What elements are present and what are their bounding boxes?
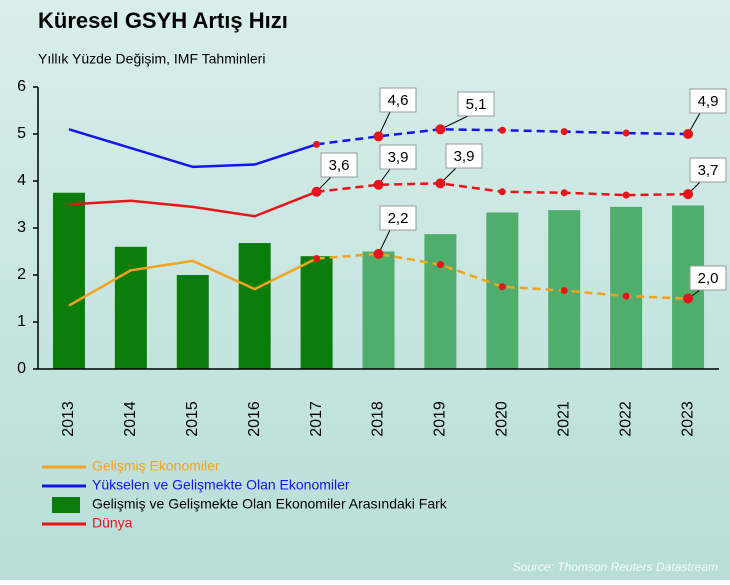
annotation: 3,6 [329,157,350,174]
x-tick-label: 2017 [308,401,325,437]
annotation-point [683,189,694,200]
y-tick-label: 2 [17,266,26,283]
annotation-box [689,265,727,291]
y-tick-label: 0 [17,360,26,377]
bar [486,212,519,369]
annotation-box [457,91,495,117]
legend-label: Gelişmiş Ekonomiler [92,458,220,474]
chart-title: Küresel GSYH Artış Hızı [38,8,288,33]
annotation-point [435,178,446,189]
annotation-box [689,88,727,114]
chart-subtitle: Yıllık Yüzde Değişim, IMF Tahminleri [38,51,265,67]
x-tick-label: 2022 [617,401,634,437]
point [498,283,506,291]
annotation-box [379,87,417,113]
annotation-box [445,143,483,169]
annotation-point [373,248,384,259]
point [498,188,506,196]
legend-label: Yükselen ve Gelişmekte Olan Ekonomiler [92,477,350,493]
point [498,126,506,134]
point [560,189,568,197]
point [560,128,568,136]
bar [114,246,147,369]
x-tick-label: 2020 [494,401,511,437]
annotation: 3,7 [698,162,719,179]
point [622,292,630,300]
legend-label: Gelişmiş ve Gelişmekte Olan Ekonomiler A… [92,496,448,512]
x-tick-label: 2013 [60,401,77,437]
annotation: 3,9 [454,148,475,165]
bar [176,275,209,369]
annotation: 2,0 [698,270,719,287]
y-tick-label: 3 [17,219,26,236]
x-tick-label: 2021 [555,401,572,437]
x-tick-label: 2018 [370,401,387,437]
x-tick-label: 2019 [432,401,449,437]
point [436,261,444,269]
point [622,191,630,199]
annotation-box [379,144,417,170]
point [622,129,630,137]
annotation-box [379,205,417,231]
y-tick-label: 5 [17,125,26,142]
bar [300,256,333,369]
annotation: 5,1 [466,96,487,113]
bar [238,243,271,369]
point [560,287,568,295]
annotation-box [689,157,727,183]
bar [362,251,395,369]
line [68,190,318,218]
y-tick-label: 1 [17,313,26,330]
annotation: 3,9 [388,149,409,166]
y-tick-label: 4 [17,172,26,189]
annotation: 2,2 [388,210,409,227]
annotation-point [311,186,322,197]
bar [610,206,643,369]
bar [424,234,457,369]
y-tick-label: 6 [17,78,26,95]
line [68,257,318,307]
annotation-leader [440,115,469,130]
x-tick-label: 2016 [246,401,263,437]
bar [52,192,85,369]
annotation-point [373,179,384,190]
annotation-point [683,293,694,304]
legend-label: Dünya [92,515,133,531]
annotation: 4,9 [698,93,719,110]
annotation-box [320,152,358,178]
annotation-point [373,131,384,142]
point [313,140,321,148]
annotation-point [683,129,694,139]
point [313,255,321,263]
line [68,128,317,169]
source: Source: Thomson Reuters Datastream [513,560,718,574]
x-tick-label: 2014 [122,401,139,437]
annotation-point [435,124,446,135]
annotation: 4,6 [388,92,409,109]
x-tick-label: 2015 [184,401,201,437]
legend-swatch [52,497,80,513]
x-tick-label: 2023 [679,401,696,437]
